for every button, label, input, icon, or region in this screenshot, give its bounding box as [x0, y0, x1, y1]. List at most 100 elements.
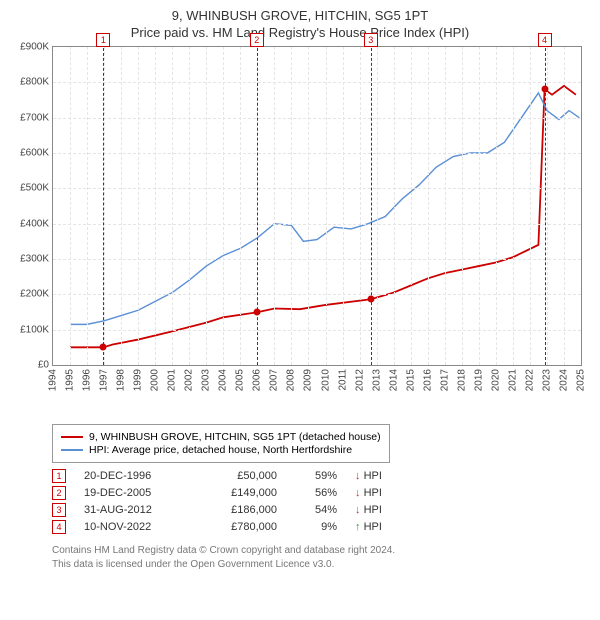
y-tick-label: £200K: [20, 289, 49, 300]
sales-row-index: 2: [52, 486, 66, 500]
attribution-line2: This data is licensed under the Open Gov…: [52, 558, 590, 572]
gridline-vertical: [513, 47, 514, 365]
attribution: Contains HM Land Registry data © Crown c…: [52, 544, 590, 571]
sale-marker-line: [103, 33, 104, 365]
sales-row-date: 31-AUG-2012: [84, 504, 184, 516]
gridline-vertical: [564, 47, 565, 365]
chart-container: 9, WHINBUSH GROVE, HITCHIN, SG5 1PT Pric…: [0, 0, 600, 579]
x-tick-label: 2002: [184, 369, 195, 391]
gridline-horizontal: [53, 330, 581, 331]
sale-marker-label: 3: [364, 33, 378, 47]
x-tick-label: 2013: [371, 369, 382, 391]
legend-swatch: [61, 449, 83, 451]
gridline-vertical: [138, 47, 139, 365]
sale-marker-dot: [367, 296, 374, 303]
sales-row: 2 19-DEC-2005 £149,000 56% ↓ HPI: [52, 486, 590, 500]
legend-label: HPI: Average price, detached house, Nort…: [89, 444, 352, 456]
gridline-vertical: [308, 47, 309, 365]
y-tick-label: £500K: [20, 183, 49, 194]
gridline-vertical: [496, 47, 497, 365]
x-tick-label: 2023: [541, 369, 552, 391]
x-tick-label: 2018: [456, 369, 467, 391]
sales-row-price: £50,000: [202, 470, 277, 482]
gridline-horizontal: [53, 224, 581, 225]
sales-row-direction: ↓ HPI: [355, 504, 415, 516]
chart-title-address: 9, WHINBUSH GROVE, HITCHIN, SG5 1PT: [10, 8, 590, 23]
gridline-vertical: [343, 47, 344, 365]
legend: 9, WHINBUSH GROVE, HITCHIN, SG5 1PT (det…: [52, 424, 390, 463]
x-tick-label: 2017: [439, 369, 450, 391]
sales-row: 410-NOV-2022£780,0009%↑ HPI: [52, 520, 590, 534]
sale-marker-label: 1: [96, 33, 110, 47]
gridline-vertical: [189, 47, 190, 365]
x-tick-label: 2007: [269, 369, 280, 391]
x-tick-label: 2021: [507, 369, 518, 391]
sales-row-price: £149,000: [202, 487, 277, 499]
x-tick-label: 2001: [167, 369, 178, 391]
sale-marker-line: [371, 33, 372, 365]
x-tick-label: 2003: [201, 369, 212, 391]
sales-row-pct: 59%: [295, 470, 337, 482]
sale-marker-label: 4: [538, 33, 552, 47]
x-tick-label: 1994: [48, 369, 59, 391]
x-tick-label: 1999: [133, 369, 144, 391]
y-tick-label: £400K: [20, 218, 49, 229]
series-property: [70, 86, 576, 347]
x-tick-label: 2019: [473, 369, 484, 391]
y-tick-label: £300K: [20, 254, 49, 265]
gridline-vertical: [411, 47, 412, 365]
arrow-down-icon: ↓: [355, 504, 364, 516]
gridline-vertical: [87, 47, 88, 365]
sales-row-price: £186,000: [202, 504, 277, 516]
y-tick-label: £800K: [20, 77, 49, 88]
y-tick-label: £100K: [20, 324, 49, 335]
gridline-vertical: [462, 47, 463, 365]
x-tick-label: 2000: [150, 369, 161, 391]
gridline-horizontal: [53, 259, 581, 260]
sale-marker-dot: [253, 309, 260, 316]
gridline-horizontal: [53, 82, 581, 83]
arrow-up-icon: ↑: [355, 521, 364, 533]
gridline-vertical: [547, 47, 548, 365]
sales-row-pct: 9%: [295, 521, 337, 533]
x-tick-label: 2010: [320, 369, 331, 391]
sale-marker-line: [545, 33, 546, 365]
sales-row-dir-label: HPI: [364, 487, 382, 499]
sales-row-dir-label: HPI: [364, 521, 382, 533]
sales-row: 331-AUG-2012£186,00054%↓ HPI: [52, 503, 590, 517]
gridline-vertical: [445, 47, 446, 365]
x-tick-label: 2006: [252, 369, 263, 391]
legend-swatch: [61, 436, 83, 438]
x-tick-label: 2022: [524, 369, 535, 391]
arrow-down-icon: ↓: [355, 470, 364, 482]
sales-row-direction: ↓ HPI: [355, 487, 415, 499]
x-tick-label: 1997: [99, 369, 110, 391]
gridline-vertical: [172, 47, 173, 365]
x-tick-label: 2012: [354, 369, 365, 391]
sales-row-index: 1: [52, 469, 66, 483]
gridline-vertical: [428, 47, 429, 365]
gridline-vertical: [377, 47, 378, 365]
sale-marker-label: 2: [250, 33, 264, 47]
attribution-line1: Contains HM Land Registry data © Crown c…: [52, 544, 590, 558]
x-tick-label: 2009: [303, 369, 314, 391]
y-tick-label: £900K: [20, 42, 49, 53]
sales-row-date: 19-DEC-2005: [84, 487, 184, 499]
sales-row-pct: 56%: [295, 487, 337, 499]
sales-row: 120-DEC-1996£50,00059%↓ HPI: [52, 469, 590, 483]
legend-row: 9, WHINBUSH GROVE, HITCHIN, SG5 1PT (det…: [61, 431, 381, 443]
gridline-vertical: [530, 47, 531, 365]
gridline-vertical: [479, 47, 480, 365]
line-layer: [53, 47, 581, 365]
x-tick-label: 2020: [490, 369, 501, 391]
legend-row: HPI: Average price, detached house, Nort…: [61, 444, 381, 456]
x-tick-label: 2024: [558, 369, 569, 391]
x-tick-label: 1995: [65, 369, 76, 391]
gridline-horizontal: [53, 294, 581, 295]
x-tick-label: 2008: [286, 369, 297, 391]
sales-row-pct: 54%: [295, 504, 337, 516]
gridline-vertical: [394, 47, 395, 365]
gridline-vertical: [70, 47, 71, 365]
gridline-vertical: [240, 47, 241, 365]
sales-row-direction: ↑ HPI: [355, 521, 415, 533]
